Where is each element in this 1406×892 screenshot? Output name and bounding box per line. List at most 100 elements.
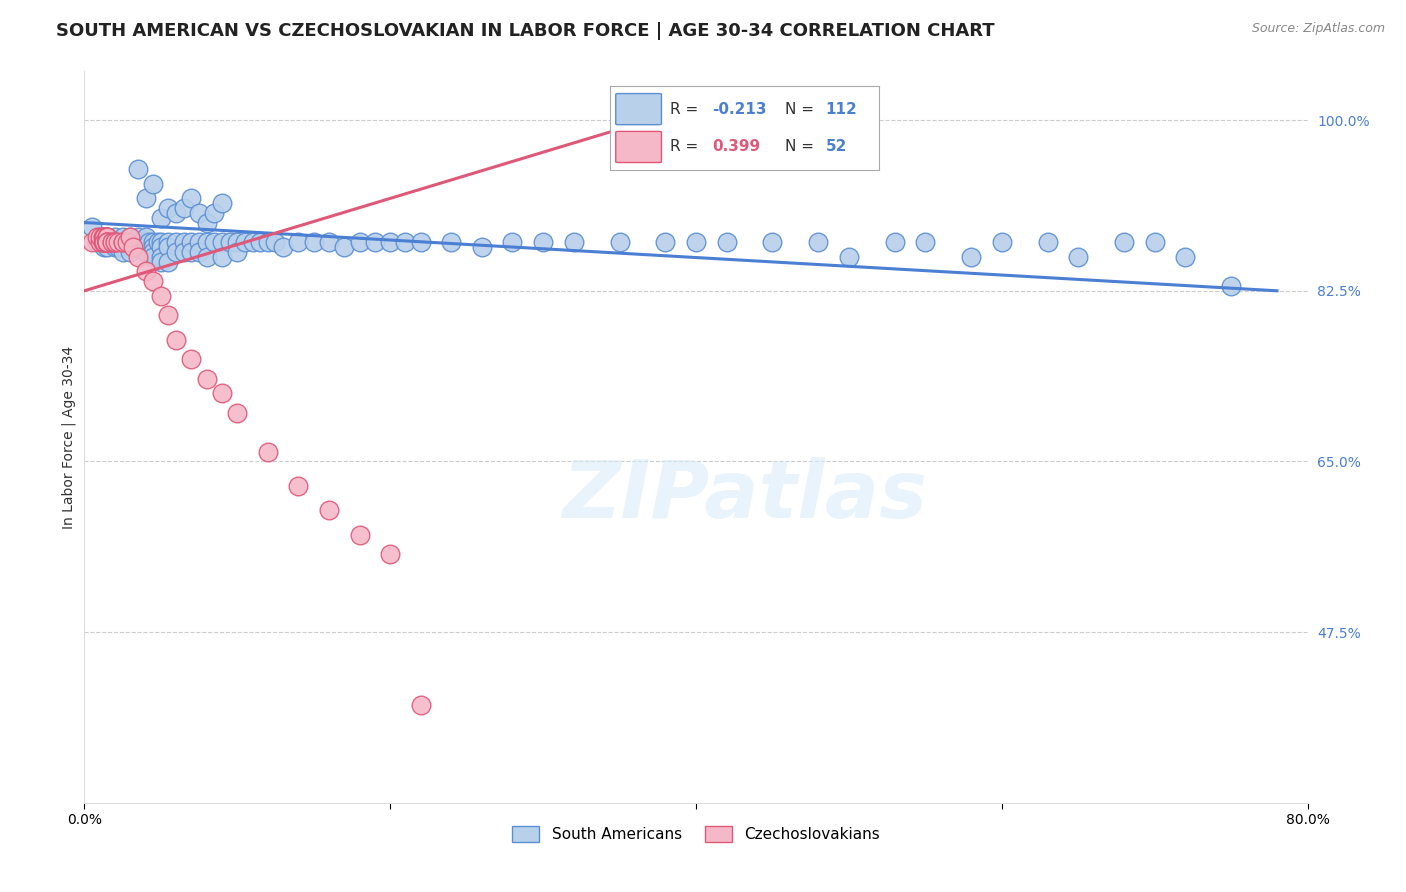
Point <box>107 240 129 254</box>
Point <box>249 235 271 249</box>
Point <box>257 235 280 249</box>
Point <box>135 191 157 205</box>
Point <box>991 235 1014 249</box>
Point <box>101 235 124 249</box>
Point <box>440 235 463 249</box>
Point <box>104 235 127 249</box>
Point <box>93 235 115 249</box>
Point <box>195 215 218 229</box>
Point <box>96 230 118 244</box>
Point <box>86 235 108 249</box>
Point <box>93 235 115 249</box>
Point <box>173 235 195 249</box>
Point <box>654 235 676 249</box>
Point <box>107 235 129 249</box>
Point <box>180 352 202 367</box>
Point <box>471 240 494 254</box>
Point <box>96 235 118 249</box>
Point <box>135 264 157 278</box>
Point <box>173 244 195 259</box>
Point <box>188 235 211 249</box>
Point <box>93 240 115 254</box>
Point <box>233 235 256 249</box>
Point <box>188 206 211 220</box>
Point <box>1036 235 1059 249</box>
Point <box>142 274 165 288</box>
Point <box>157 240 180 254</box>
Point <box>502 235 524 249</box>
Point <box>264 235 287 249</box>
Point <box>807 235 830 249</box>
Point <box>122 240 145 254</box>
Point <box>211 386 233 401</box>
Point <box>142 177 165 191</box>
Point <box>1174 250 1197 264</box>
Point <box>202 235 225 249</box>
Point <box>80 235 103 249</box>
Y-axis label: In Labor Force | Age 30-34: In Labor Force | Age 30-34 <box>62 345 76 529</box>
Point <box>914 235 936 249</box>
Point <box>226 244 249 259</box>
Point <box>195 250 218 264</box>
Point <box>157 254 180 268</box>
Point <box>131 240 153 254</box>
Point <box>93 230 115 244</box>
Point <box>111 235 134 249</box>
Point <box>333 240 356 254</box>
Point <box>211 196 233 211</box>
Point <box>120 230 142 244</box>
Point <box>883 235 905 249</box>
Point <box>271 240 294 254</box>
Point <box>96 230 118 244</box>
Point <box>218 235 240 249</box>
Point <box>114 235 136 249</box>
Point <box>226 235 249 249</box>
Point <box>165 333 187 347</box>
Point <box>1143 235 1166 249</box>
Point <box>96 230 118 244</box>
Point <box>111 244 134 259</box>
Point <box>89 235 111 249</box>
Point <box>104 230 127 244</box>
Point <box>142 250 165 264</box>
Point <box>211 250 233 264</box>
Point <box>531 235 554 249</box>
Point <box>96 235 118 249</box>
Point <box>93 235 115 249</box>
Point <box>761 235 783 249</box>
Point <box>287 235 309 249</box>
Point <box>120 240 142 254</box>
Point <box>165 235 187 249</box>
Point <box>318 235 340 249</box>
Point <box>127 240 149 254</box>
Point <box>242 235 264 249</box>
Point <box>380 235 402 249</box>
Point <box>96 240 118 254</box>
Point <box>89 235 111 249</box>
Point <box>93 230 115 244</box>
Point <box>157 201 180 215</box>
Text: Source: ZipAtlas.com: Source: ZipAtlas.com <box>1251 22 1385 36</box>
Point <box>180 191 202 205</box>
Point <box>318 503 340 517</box>
Point <box>122 235 145 249</box>
Point <box>142 244 165 259</box>
Point <box>157 235 180 249</box>
Point <box>96 235 118 249</box>
Point <box>1067 250 1090 264</box>
Text: SOUTH AMERICAN VS CZECHOSLOVAKIAN IN LABOR FORCE | AGE 30-34 CORRELATION CHART: SOUTH AMERICAN VS CZECHOSLOVAKIAN IN LAB… <box>56 22 995 40</box>
Point <box>111 235 134 249</box>
Point <box>146 235 169 249</box>
Point <box>257 444 280 458</box>
Point <box>135 235 157 249</box>
Point <box>195 371 218 385</box>
Point <box>107 235 129 249</box>
Point <box>157 308 180 322</box>
Point <box>86 230 108 244</box>
Point <box>142 240 165 254</box>
Point <box>1114 235 1136 249</box>
Point <box>394 235 416 249</box>
Point <box>93 230 115 244</box>
Point <box>127 161 149 176</box>
Point <box>96 230 118 244</box>
